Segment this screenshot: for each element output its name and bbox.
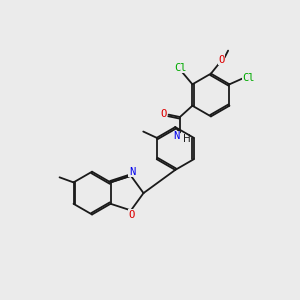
Text: H: H <box>183 134 190 144</box>
Text: O: O <box>218 55 225 65</box>
Text: O: O <box>128 210 135 220</box>
Text: O: O <box>160 109 167 119</box>
Text: Cl: Cl <box>242 73 255 82</box>
Text: Cl: Cl <box>174 63 187 73</box>
Text: N: N <box>129 167 135 177</box>
Text: N: N <box>173 131 179 141</box>
